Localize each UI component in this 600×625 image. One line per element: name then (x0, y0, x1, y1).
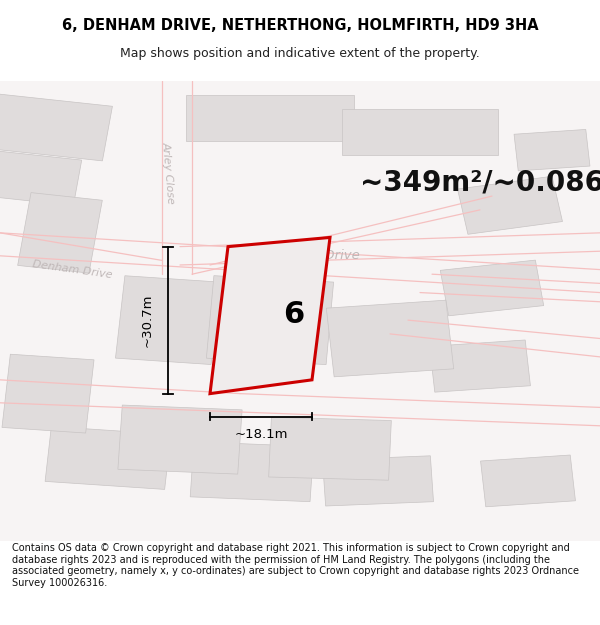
Text: ~349m²/~0.086ac.: ~349m²/~0.086ac. (360, 168, 600, 196)
Polygon shape (118, 405, 242, 474)
Text: Denham Drive: Denham Drive (264, 249, 360, 262)
Polygon shape (323, 456, 433, 506)
Polygon shape (206, 276, 334, 364)
Polygon shape (0, 94, 112, 161)
Text: Denham Drive: Denham Drive (31, 259, 113, 280)
Polygon shape (0, 150, 82, 206)
Polygon shape (45, 426, 171, 489)
Text: Contains OS data © Crown copyright and database right 2021. This information is : Contains OS data © Crown copyright and d… (12, 543, 579, 588)
Polygon shape (2, 354, 94, 433)
Text: ~18.1m: ~18.1m (234, 429, 288, 441)
Polygon shape (481, 455, 575, 507)
Polygon shape (430, 340, 530, 392)
Polygon shape (342, 109, 498, 155)
Text: 6, DENHAM DRIVE, NETHERTHONG, HOLMFIRTH, HD9 3HA: 6, DENHAM DRIVE, NETHERTHONG, HOLMFIRTH,… (62, 18, 538, 33)
Polygon shape (458, 176, 562, 234)
Text: Map shows position and indicative extent of the property.: Map shows position and indicative extent… (120, 47, 480, 60)
Text: Arley Close: Arley Close (160, 141, 176, 205)
Polygon shape (115, 276, 221, 364)
Polygon shape (190, 442, 314, 502)
Polygon shape (210, 238, 330, 394)
Polygon shape (186, 95, 354, 141)
Text: ~30.7m: ~30.7m (140, 293, 154, 347)
Text: 6: 6 (283, 300, 305, 329)
Polygon shape (326, 300, 454, 377)
Polygon shape (514, 129, 590, 171)
Polygon shape (17, 192, 103, 273)
Polygon shape (440, 260, 544, 316)
Polygon shape (269, 418, 391, 480)
